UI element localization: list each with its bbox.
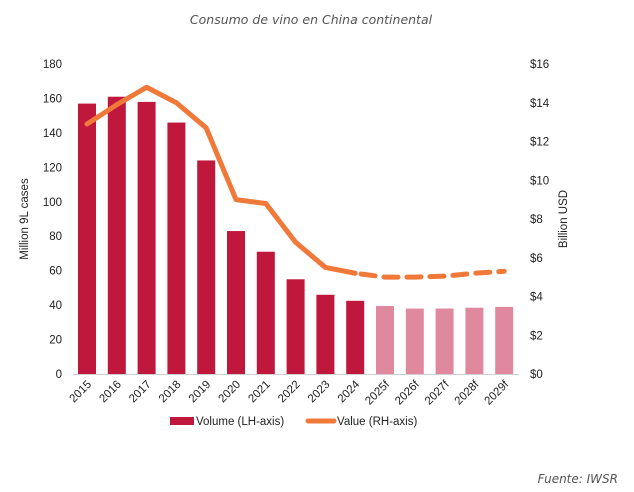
left-tick-label: 80 <box>49 231 62 243</box>
x-tick-label: 2022 <box>276 379 303 406</box>
legend-label-volume: Volume (LH-axis) <box>196 416 284 428</box>
x-tick-label: 2026f <box>393 378 422 407</box>
legend: Volume (LH-axis) Value (RH-axis) <box>170 416 417 428</box>
right-tick-label: $8 <box>530 214 543 226</box>
bar-2028f <box>465 307 484 374</box>
value-line-actual <box>84 84 358 276</box>
right-tick-label: $6 <box>530 253 543 265</box>
bar-2029f <box>495 306 514 374</box>
right-axis-title: Billion USD <box>558 190 570 248</box>
right-tick-label: $4 <box>530 292 543 304</box>
x-axis: 2015 2016 2017 2018 2019 2020 2021 2022 2023 2024… <box>68 378 512 407</box>
bar-2017 <box>137 101 156 374</box>
source-note: Fuente: IWSR <box>538 472 618 486</box>
x-tick-label: 2029f <box>482 378 511 407</box>
x-tick-label: 2015 <box>68 379 95 406</box>
x-tick-label: 2017 <box>127 379 154 406</box>
left-axis-title: Million 9L cases <box>19 178 31 260</box>
bar-2026f <box>405 308 424 374</box>
left-tick-label: 40 <box>49 300 62 312</box>
right-tick-label: $12 <box>530 137 549 149</box>
legend-label-value: Value (RH-axis) <box>337 416 417 428</box>
bar-2015 <box>78 103 96 374</box>
left-tick-label: 100 <box>43 197 62 209</box>
left-tick-label: 0 <box>56 369 62 381</box>
x-tick-label: 2027f <box>423 378 452 407</box>
right-tick-label: $2 <box>530 330 543 342</box>
left-axis: 0 20 40 60 80 100 120 140 160 180 <box>43 59 62 381</box>
bar-2019 <box>197 160 216 374</box>
bar-series <box>78 96 514 374</box>
bar-2018 <box>167 122 186 374</box>
left-tick-label: 140 <box>43 128 62 140</box>
bar-2022 <box>286 279 305 374</box>
legend-swatch-volume <box>170 417 194 425</box>
right-tick-label: $16 <box>530 59 549 71</box>
x-tick-label: 2023 <box>306 379 333 406</box>
value-line-forecast <box>352 268 507 280</box>
x-tick-label: 2016 <box>97 379 124 406</box>
left-tick-label: 180 <box>43 59 62 71</box>
line-series <box>84 84 507 280</box>
right-tick-label: $0 <box>530 369 543 381</box>
x-tick-label: 2018 <box>157 379 184 406</box>
x-tick-label: 2021 <box>246 379 273 406</box>
left-tick-label: 120 <box>43 162 62 174</box>
bar-2024 <box>346 300 365 374</box>
x-tick-label: 2019 <box>187 379 214 406</box>
left-tick-label: 20 <box>49 335 62 347</box>
x-tick-label: 2028f <box>453 378 482 407</box>
x-tick-label: 2020 <box>217 379 244 406</box>
x-tick-label: 2025f <box>363 378 392 407</box>
bar-2023 <box>316 294 335 374</box>
bar-2027f <box>435 308 454 374</box>
right-tick-label: $10 <box>530 175 549 187</box>
bar-2016 <box>107 96 126 374</box>
bar-2021 <box>256 251 275 374</box>
bar-2020 <box>227 231 245 374</box>
left-tick-label: 160 <box>43 93 62 105</box>
left-tick-label: 60 <box>49 266 62 278</box>
bar-2025f <box>376 305 394 374</box>
right-tick-label: $14 <box>530 98 550 110</box>
right-axis: $0 $2 $4 $6 $8 $10 $12 $14 $16 <box>530 59 550 381</box>
chart-title: Consumo de vino en China continental <box>190 12 433 27</box>
x-tick-label: 2024 <box>336 378 363 405</box>
